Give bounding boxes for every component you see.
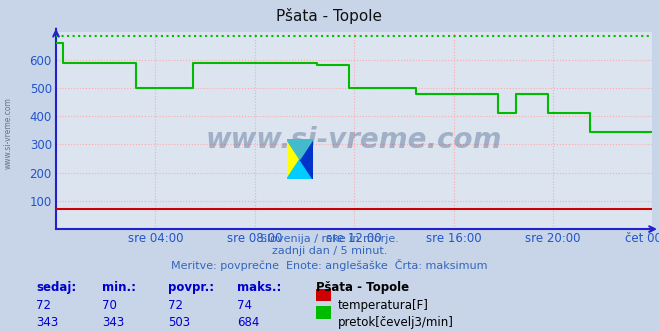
Text: min.:: min.: bbox=[102, 281, 136, 293]
Text: 72: 72 bbox=[36, 299, 51, 312]
Text: 343: 343 bbox=[102, 316, 125, 329]
Text: povpr.:: povpr.: bbox=[168, 281, 214, 293]
Text: temperatura[F]: temperatura[F] bbox=[337, 299, 428, 312]
Text: pretok[čevelj3/min]: pretok[čevelj3/min] bbox=[337, 316, 453, 329]
Text: Meritve: povprečne  Enote: anglešaške  Črta: maksimum: Meritve: povprečne Enote: anglešaške Črt… bbox=[171, 259, 488, 271]
Text: 72: 72 bbox=[168, 299, 183, 312]
Text: sedaj:: sedaj: bbox=[36, 281, 76, 293]
Text: zadnji dan / 5 minut.: zadnji dan / 5 minut. bbox=[272, 246, 387, 256]
Text: 684: 684 bbox=[237, 316, 260, 329]
Text: Pšata - Topole: Pšata - Topole bbox=[316, 281, 409, 293]
Text: www.si-vreme.com: www.si-vreme.com bbox=[206, 126, 502, 154]
Text: Pšata - Topole: Pšata - Topole bbox=[277, 8, 382, 24]
Text: 70: 70 bbox=[102, 299, 117, 312]
Polygon shape bbox=[287, 139, 313, 159]
Text: maks.:: maks.: bbox=[237, 281, 281, 293]
Text: Slovenija / reke in morje.: Slovenija / reke in morje. bbox=[260, 234, 399, 244]
Polygon shape bbox=[287, 139, 313, 179]
Text: 343: 343 bbox=[36, 316, 59, 329]
Polygon shape bbox=[287, 159, 313, 179]
Text: 503: 503 bbox=[168, 316, 190, 329]
Text: www.si-vreme.com: www.si-vreme.com bbox=[3, 97, 13, 169]
Polygon shape bbox=[300, 139, 313, 179]
Text: 74: 74 bbox=[237, 299, 252, 312]
